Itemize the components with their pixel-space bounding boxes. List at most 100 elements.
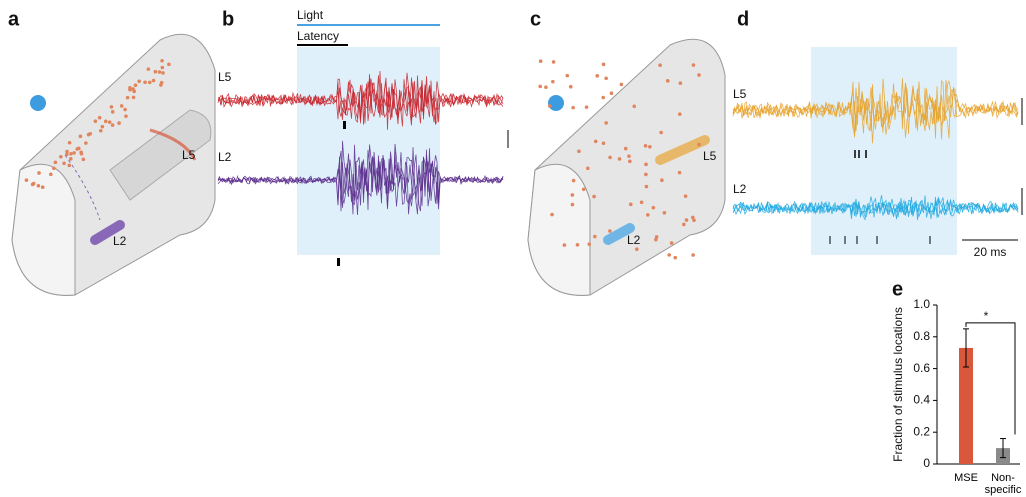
neuron-dot <box>101 125 105 129</box>
neuron-dot <box>691 253 695 257</box>
neuron-dot <box>618 157 622 161</box>
neuron-dot <box>594 140 598 144</box>
neuron-dot <box>143 81 147 85</box>
neuron-dot <box>161 71 165 75</box>
neuron-dot <box>94 119 98 123</box>
neuron-dot <box>670 241 674 245</box>
cortex-illustration-c <box>528 39 725 295</box>
neuron-dot <box>679 81 683 85</box>
trace-label: L2 <box>218 150 232 164</box>
neuron-dot <box>632 104 636 108</box>
neuron-dot <box>684 194 688 198</box>
neuron-dot <box>569 85 573 89</box>
neuron-dot <box>52 166 56 170</box>
neuron-dot <box>552 60 556 64</box>
neuron-dot <box>608 156 612 160</box>
neuron-dot <box>137 80 141 84</box>
latency-label: Latency <box>297 29 339 43</box>
neuron-dot <box>644 163 648 167</box>
spike-tick <box>343 121 346 129</box>
neuron-dot <box>658 63 662 67</box>
y-tick-label: 1.0 <box>913 297 930 311</box>
neuron-dot <box>593 235 597 239</box>
neuron-dot <box>660 178 664 182</box>
neuron-dot <box>87 133 91 137</box>
panel-label: b <box>222 8 234 30</box>
figure: a L5 L2 b Light Latency L5 L2 c L5 L2 d … <box>0 0 1026 497</box>
neuron-dot <box>25 178 29 182</box>
neuron-dot <box>602 141 606 145</box>
neuron-dot <box>697 143 701 147</box>
neuron-dot <box>697 73 701 77</box>
neuron-dot <box>132 90 136 94</box>
neuron-dot <box>565 74 569 78</box>
neuron-dot <box>37 171 41 175</box>
neuron-dot <box>571 106 575 110</box>
panel-label: e <box>892 278 903 300</box>
neuron-dot <box>82 158 86 162</box>
neuron-dot <box>640 200 644 204</box>
neuron-dot <box>678 171 682 175</box>
neuron-dot <box>635 247 639 251</box>
neuron-dot <box>126 96 130 100</box>
neuron-dot <box>120 104 124 108</box>
light-window <box>811 47 957 255</box>
figure-page: a L5 L2 b Light Latency L5 L2 c L5 L2 d … <box>0 0 1026 497</box>
y-tick-label: 0.6 <box>913 361 930 375</box>
neuron-dot <box>104 120 108 124</box>
panel-label: d <box>737 8 749 30</box>
neuron-dot <box>644 144 648 148</box>
neuron-dot <box>154 70 158 74</box>
neuron-dot <box>692 63 696 67</box>
neuron-dot <box>682 223 686 227</box>
neuron-dot <box>592 195 596 199</box>
neuron-dot <box>152 79 156 83</box>
neuron-dot <box>577 149 581 153</box>
neuron-dot <box>110 105 114 109</box>
neuron-dot <box>602 63 606 67</box>
neuron-dot <box>31 183 35 187</box>
neuron-dot <box>161 66 165 70</box>
neuron-dot <box>41 185 45 189</box>
neuron-dot <box>544 85 548 89</box>
neuron-dot <box>111 123 115 127</box>
neuron-dot <box>134 83 138 87</box>
neuron-dot <box>666 79 670 83</box>
neuron-dot <box>158 70 162 74</box>
neuron-dot <box>563 243 567 247</box>
neuron-dot <box>550 213 554 217</box>
neuron-dot <box>159 83 163 87</box>
neuron-dot <box>601 96 605 100</box>
trace-label: L2 <box>627 233 641 247</box>
neuron-dot <box>571 203 575 207</box>
neuron-dot <box>98 116 102 120</box>
neuron-dot <box>167 63 171 67</box>
y-tick-label: 0.8 <box>913 329 930 343</box>
neuron-dot <box>604 121 608 125</box>
neuron-dot <box>652 206 656 210</box>
neuron-dot <box>582 188 586 192</box>
neuron-dot <box>620 83 624 87</box>
neuron-dot <box>627 154 631 158</box>
neuron-dot <box>111 110 115 114</box>
neuron-dot <box>147 67 151 71</box>
neuron-dot <box>628 160 632 164</box>
neuron-dot <box>132 96 136 100</box>
neuron-dot <box>576 243 580 247</box>
neuron-dot <box>667 253 671 257</box>
trace-label: L5 <box>182 148 196 162</box>
neuron-dot <box>72 151 76 155</box>
neuron-dot <box>571 193 575 197</box>
neuron-dot <box>645 185 649 189</box>
trace-label: L5 <box>733 87 747 101</box>
neuron-dot <box>68 164 72 168</box>
neuron-dot <box>59 155 63 159</box>
neuron-dot <box>37 184 41 188</box>
neuron-dot <box>551 80 555 84</box>
significance-mark: * <box>984 309 989 323</box>
neuron-dot <box>587 242 591 246</box>
significance-bracket <box>966 323 1015 435</box>
neuron-dot <box>80 152 84 156</box>
neuron-dot <box>123 108 127 112</box>
neuron-dot <box>678 112 682 116</box>
